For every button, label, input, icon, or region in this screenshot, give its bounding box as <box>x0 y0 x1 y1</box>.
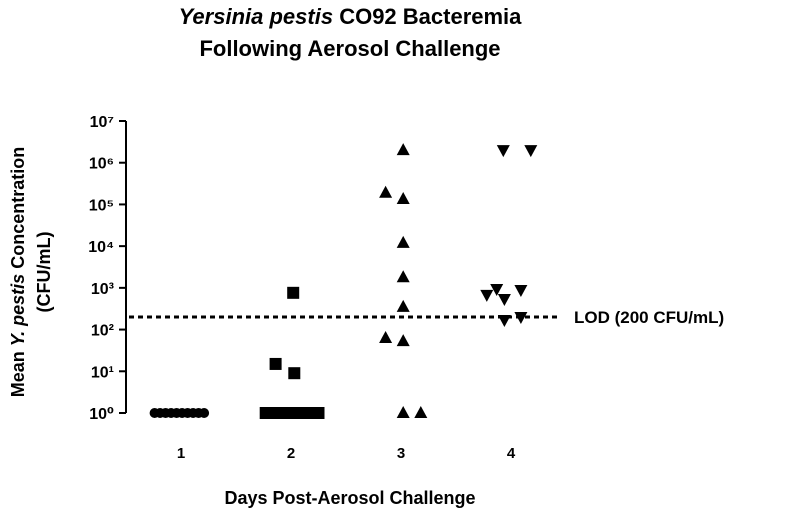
data-point <box>396 143 410 156</box>
chart-title: Yersinia pestis CO92 Bacteremia <box>179 4 523 29</box>
y-tick-label: 10³ <box>91 281 114 298</box>
title-italic: Yersinia pestis <box>179 4 333 29</box>
data-point <box>396 299 410 312</box>
y-axis-label: Mean Y. pestis Concentration <box>8 147 28 397</box>
data-point <box>480 289 494 302</box>
data-point <box>524 145 538 158</box>
y-axis-unit: (CFU/mL) <box>34 232 54 313</box>
data-point <box>269 357 282 370</box>
data-point <box>287 286 300 299</box>
data-point <box>514 312 528 325</box>
title-text: CO92 Bacteremia <box>339 4 522 29</box>
data-point <box>496 145 510 158</box>
data-point <box>497 294 511 307</box>
data-point <box>396 334 410 347</box>
data-point <box>414 406 428 418</box>
y-tick-label: 10¹ <box>91 364 114 381</box>
data-point <box>396 235 410 248</box>
data-point <box>312 407 325 419</box>
data-point <box>379 185 393 198</box>
x-axis-label: Days Post-Aerosol Challenge <box>224 488 475 508</box>
y-tick-label: 10⁵ <box>89 197 114 214</box>
data-point <box>288 367 301 380</box>
x-tick-label: 3 <box>397 445 405 462</box>
data-point <box>514 284 528 297</box>
x-tick-label: 4 <box>507 445 516 462</box>
x-tick-label: 1 <box>177 445 185 462</box>
y-label-italic: Y. pestis <box>8 274 28 346</box>
data-point <box>199 408 210 418</box>
y-label-text: Mean <box>8 351 28 397</box>
data-point <box>396 406 410 418</box>
data-point <box>379 330 393 343</box>
y-tick-label: 10⁶ <box>89 156 114 173</box>
y-label-text: Concentration <box>8 147 28 269</box>
data-point <box>490 283 504 296</box>
lod-label: LOD (200 CFU/mL) <box>574 308 724 327</box>
x-tick-label: 2 <box>287 445 295 462</box>
y-tick-label: 10⁰ <box>89 406 114 423</box>
y-tick-label: 10⁷ <box>90 114 114 131</box>
data-point <box>396 270 410 283</box>
y-tick-label: 10⁴ <box>88 239 114 256</box>
chart-title: Following Aerosol Challenge <box>199 36 500 61</box>
data-point <box>396 191 410 204</box>
y-tick-label: 10² <box>91 323 114 340</box>
data-point <box>497 314 511 327</box>
